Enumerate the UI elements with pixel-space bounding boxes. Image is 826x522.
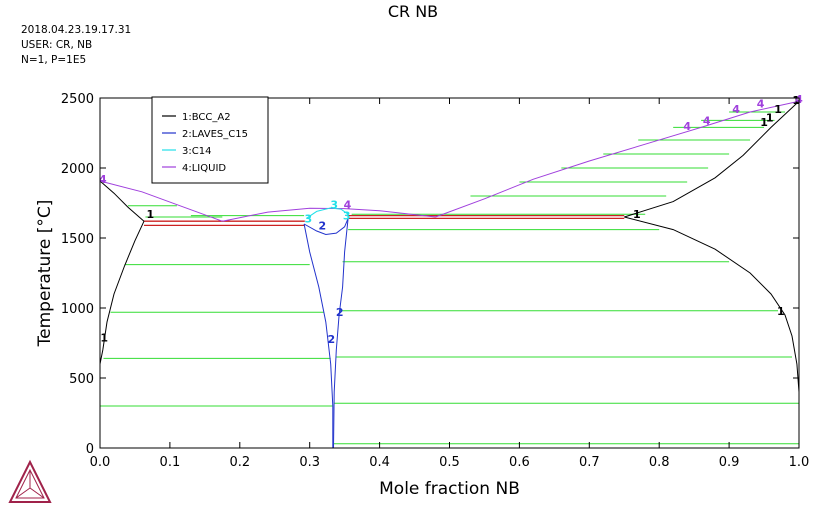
- phase-boundary-2: [624, 100, 800, 218]
- phase-label-3: 1: [100, 331, 108, 344]
- phase-label-0: 1: [146, 208, 154, 221]
- legend-label-2: 3:C14: [182, 146, 211, 157]
- phase-label-2: 1: [777, 305, 785, 318]
- y-tick-label-0: 0: [86, 442, 94, 457]
- phase-label-18: 4: [757, 98, 765, 111]
- phase-label-10: 2: [328, 333, 336, 346]
- chart-title: CR NB: [387, 2, 439, 21]
- user-info: USER: CR, NB: [21, 39, 93, 51]
- legend-box: [151, 96, 269, 184]
- phase-label-7: 1: [792, 94, 800, 107]
- phase-label-15: 4: [683, 120, 691, 133]
- phase-label-9: 2: [336, 306, 344, 319]
- axis-layer: 0.0 0.1 0.2 0.3 0.4 0.5 0.6 0.7 0.8 0.9 1.0 0 500 100…: [61, 92, 809, 470]
- phase-label-19: 4: [99, 173, 107, 186]
- x-tick-label-5: 0.5: [439, 455, 460, 470]
- legend-label-0: 1:BCC_A2: [182, 112, 231, 123]
- phase-label-6: 1: [766, 112, 774, 125]
- phase-boundary-7: [303, 218, 349, 236]
- x-tick-label-7: 0.7: [579, 455, 600, 470]
- phase-label-17: 4: [732, 103, 740, 116]
- phase-boundary-1: [99, 220, 145, 365]
- y-tick-label-3: 1500: [61, 232, 94, 247]
- x-axis-label: Mole fraction NB: [379, 479, 520, 499]
- y-tick-label-5: 2500: [61, 92, 94, 107]
- phase-label-4: 1: [760, 116, 768, 129]
- x-tick-label-2: 0.2: [229, 455, 250, 470]
- phase-boundary-5: [222, 207, 436, 222]
- phase-boundary-3: [624, 216, 800, 393]
- calc-conditions: N=1, P=1E5: [21, 54, 87, 66]
- invariant-line-layer: [144, 214, 625, 227]
- legend-label-3: 4:LIQUID: [182, 163, 226, 174]
- x-tick-label-9: 0.9: [719, 455, 740, 470]
- x-tick-label-6: 0.6: [509, 455, 530, 470]
- phase-boundary-layer: [99, 100, 800, 449]
- x-tick-label-3: 0.3: [299, 455, 320, 470]
- tie-line-layer: [100, 111, 799, 445]
- phase-label-8: 2: [318, 219, 326, 232]
- phase-label-1: 1: [633, 208, 641, 221]
- phase-label-11: 3: [330, 198, 338, 211]
- x-tick-label-0: 0.0: [90, 455, 111, 470]
- y-tick-label-1: 500: [69, 372, 94, 387]
- phase-boundary-4: [99, 180, 223, 222]
- x-tick-label-1: 0.1: [160, 455, 181, 470]
- x-tick-label-10: 1.0: [789, 455, 810, 470]
- thermo-calc-logo: [8, 459, 52, 503]
- x-tick-label-4: 0.4: [369, 455, 390, 470]
- phase-label-13: 3: [343, 210, 351, 223]
- phase-boundary-0: [99, 180, 145, 222]
- phase-label-12: 3: [304, 212, 312, 225]
- phase-boundary-8: [303, 223, 334, 448]
- phase-boundary-9: [333, 218, 349, 449]
- legend-label-1: 2:LAVES_C15: [182, 129, 248, 140]
- legend: 1:BCC_A2 2:LAVES_C15 3:C14 4:LIQUID: [151, 96, 269, 184]
- y-tick-label-4: 2000: [61, 162, 94, 177]
- y-tick-label-2: 1000: [61, 302, 94, 317]
- phase-boundary-6: [435, 100, 800, 218]
- phase-label-16: 4: [703, 114, 711, 127]
- phase-boundary-10: [305, 207, 349, 219]
- calc-timestamp: 2018.04.23.19.17.31: [21, 24, 132, 36]
- y-axis-label: Temperature [°C]: [35, 200, 55, 348]
- phase-label-14: 4: [344, 198, 352, 211]
- x-tick-label-8: 0.8: [649, 455, 670, 470]
- phase-label-5: 1: [774, 103, 782, 116]
